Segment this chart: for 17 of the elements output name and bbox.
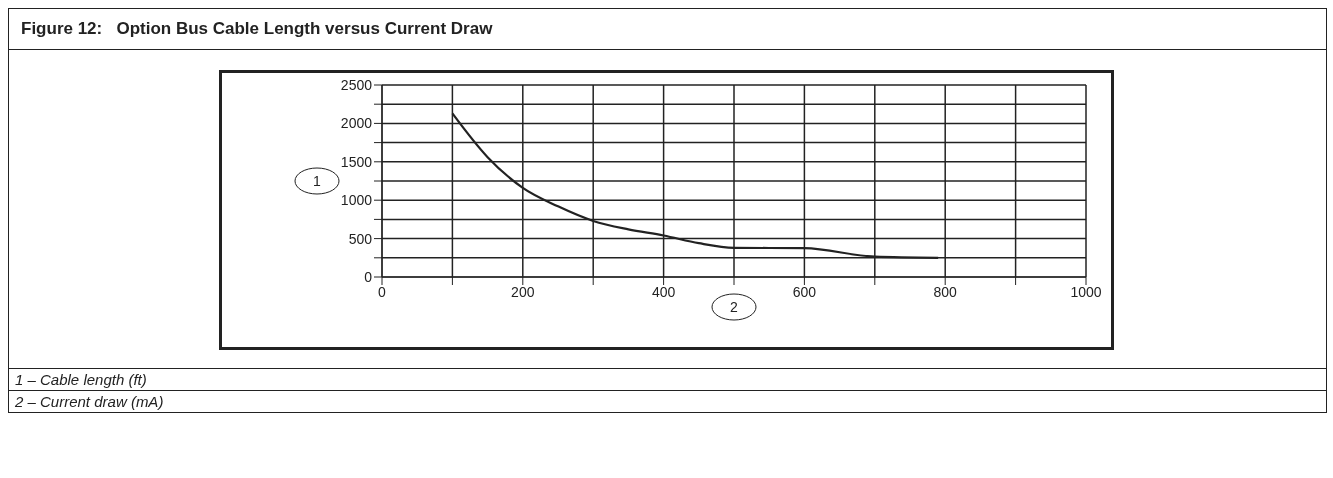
y-tick-label: 500 [348, 230, 373, 247]
x-tick-label: 600 [792, 283, 817, 300]
y-axis-title: 1 [313, 173, 322, 189]
y-tick-label: 0 [364, 268, 373, 285]
y-tick-label: 1000 [340, 192, 373, 209]
x-tick-label: 800 [933, 283, 958, 300]
x-tick-label: 1000 [1070, 283, 1102, 300]
x-axis-title: 2 [730, 299, 739, 315]
x-tick-label: 0 [378, 283, 387, 300]
text: 2 – Current draw (mA) [14, 392, 165, 412]
text: 1 – Cable length (ft) [9, 369, 1326, 391]
chart-title: Figure 12: Option Bus Cable Length versus Current Draw [9, 9, 1326, 50]
y-tick-label: 1500 [340, 153, 373, 170]
x-tick-label: 400 [651, 283, 676, 300]
y-tick-label: 2500 [340, 76, 373, 93]
y-tick-label: 2000 [340, 115, 373, 132]
x-tick-label: 200 [511, 283, 535, 300]
